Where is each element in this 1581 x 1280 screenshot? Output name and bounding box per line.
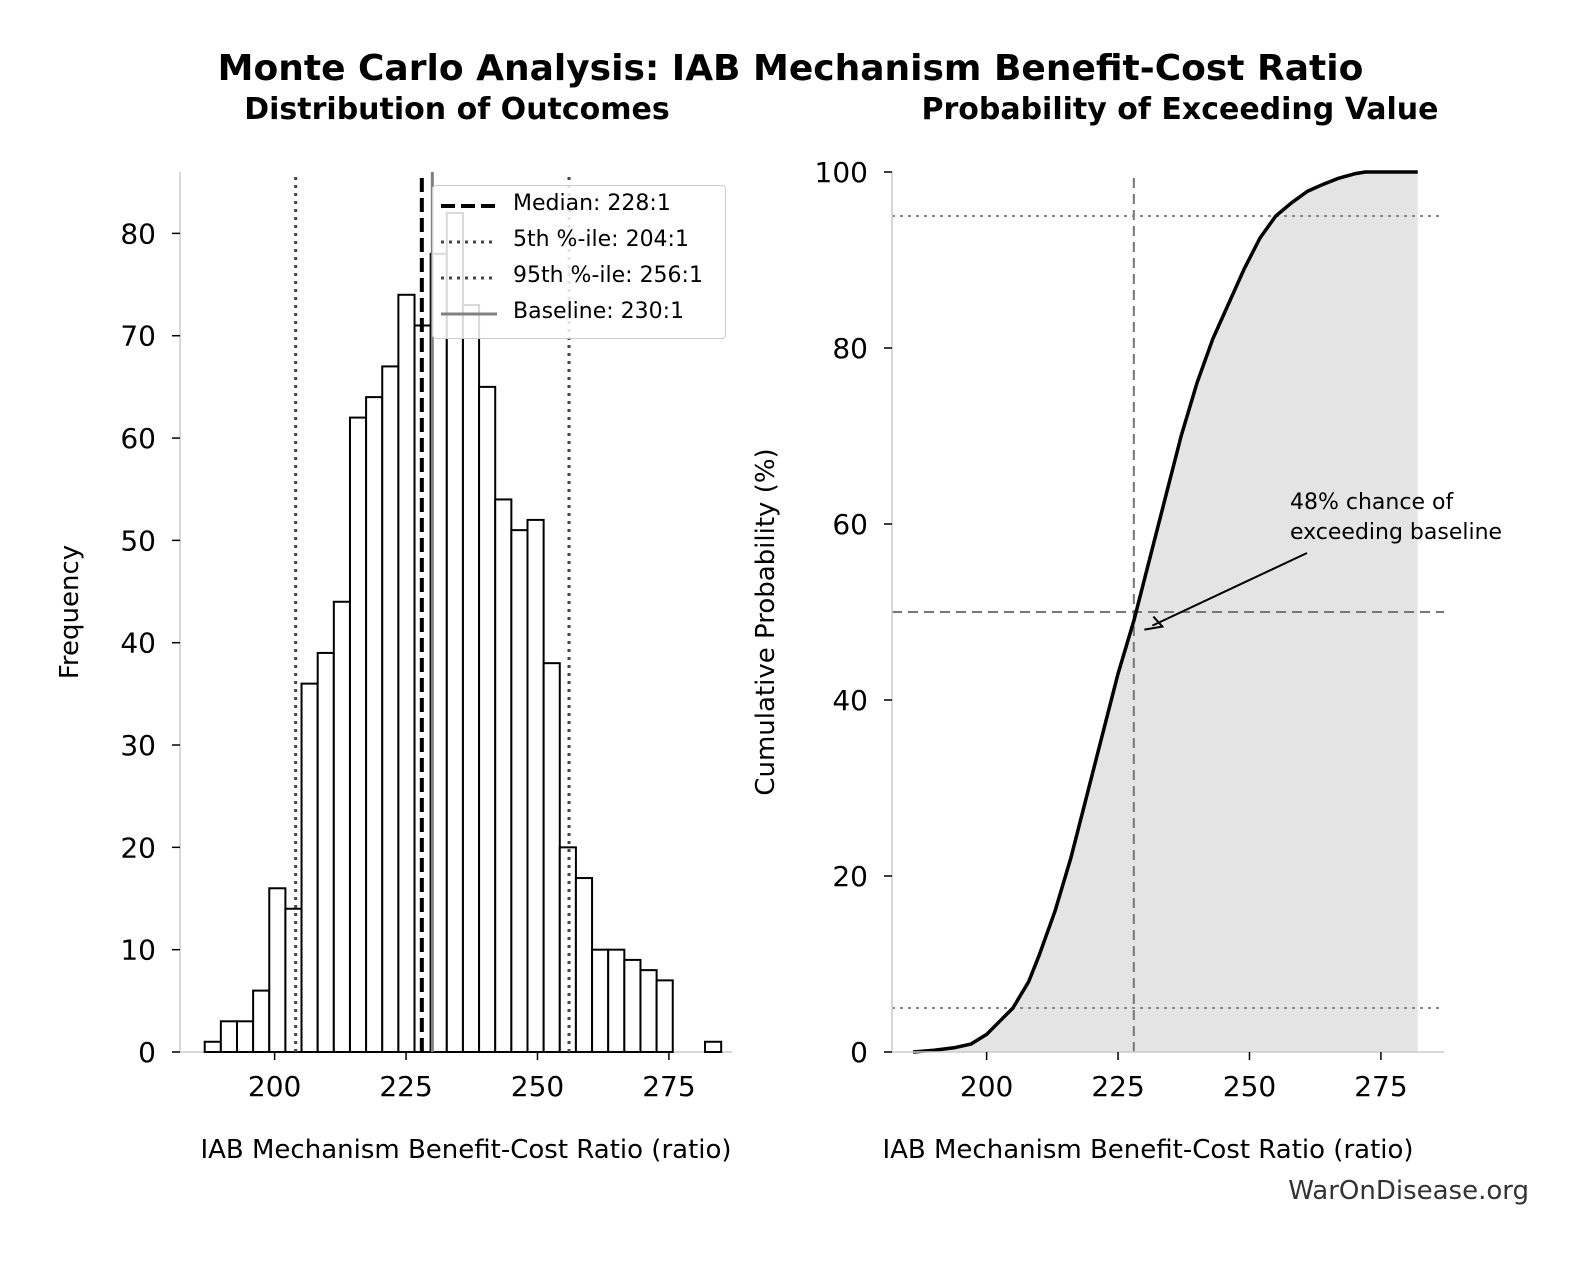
- histogram-legend: Median: 228:1 5th %-ile: 204:1 95th %-il…: [432, 185, 726, 339]
- cumulative-y-axis-label: Cumulative Probability (%): [751, 448, 781, 795]
- histogram-bar: [381, 365, 400, 1054]
- source-credit: WarOnDisease.org: [1288, 1176, 1529, 1206]
- histogram-x-axis-label: IAB Mechanism Benefit-Cost Ratio (ratio): [200, 1135, 731, 1165]
- cumulative-curve: [912, 170, 1418, 1054]
- legend-item-baseline: Baseline: 230:1: [433, 296, 723, 330]
- histogram-y-tick-label: 60: [120, 422, 156, 455]
- histogram-y-tick-label: 10: [120, 934, 156, 967]
- cumulative-x-tick-label: 250: [1223, 1070, 1276, 1103]
- histogram-y-tick-label: 20: [120, 831, 156, 864]
- histogram-bar: [526, 518, 545, 1053]
- legend-label-5th: 5th %-ile: 204:1: [513, 227, 689, 252]
- histogram-y-tick-label: 50: [120, 524, 156, 557]
- histogram-bar: [219, 1020, 238, 1053]
- histogram-bar: [558, 846, 577, 1053]
- histogram-x-tick-label: 275: [642, 1070, 695, 1103]
- cumulative-y-tick-label: 60: [832, 508, 868, 541]
- histogram-bar: [461, 304, 481, 1053]
- legend-item-median: Median: 228:1: [433, 188, 723, 222]
- histogram-bar: [494, 498, 513, 1054]
- cumulative-subtitle: Probability of Exceeding Value: [921, 92, 1439, 127]
- histogram-subtitle: Distribution of Outcomes: [244, 92, 670, 127]
- histogram-x-tick-label: 225: [379, 1070, 432, 1103]
- legend-label-baseline: Baseline: 230:1: [513, 299, 685, 324]
- histogram-y-axis-label: Frequency: [55, 545, 85, 679]
- legend-item-95th: 95th %-ile: 256:1: [433, 260, 723, 294]
- cumulative-y-tick-label: 40: [832, 684, 868, 717]
- legend-item-5th: 5th %-ile: 204:1: [433, 224, 723, 258]
- histogram-bar: [203, 1040, 222, 1054]
- cumulative-chart: 200 225 250 275 0 20 40 60 80 100 IAB Mechanism Be…: [751, 156, 1444, 1165]
- legend-swatch-baseline: [441, 312, 497, 316]
- histogram-x-tick-label: 250: [511, 1070, 564, 1103]
- cumulative-y-tick-label: 0: [850, 1036, 868, 1069]
- histogram-x-tick-label: 200: [248, 1070, 301, 1103]
- legend-swatch-median: [441, 204, 497, 208]
- legend-swatch-5th: [441, 240, 497, 244]
- histogram-bar: [268, 887, 287, 1053]
- baseline-annotation: 48% chance of exceeding baseline: [1290, 488, 1502, 548]
- cumulative-y-tick-label: 20: [832, 860, 868, 893]
- histogram-bar: [316, 651, 335, 1053]
- annotation-arrow-shaft: [1151, 552, 1308, 627]
- histogram-y-tick-label: 40: [120, 627, 156, 660]
- histogram-bar: [639, 969, 658, 1053]
- legend-label-95th: 95th %-ile: 256:1: [513, 263, 703, 288]
- figure-title: Monte Carlo Analysis: IAB Mechanism Bene…: [217, 48, 1364, 89]
- cumulative-y-tick-label: 100: [815, 156, 868, 189]
- histogram-bar: [574, 877, 594, 1053]
- histogram-bar: [623, 958, 642, 1054]
- cumulative-x-tick-label: 200: [960, 1070, 1013, 1103]
- histogram-bar: [478, 385, 497, 1053]
- histogram-bar: [704, 1040, 723, 1054]
- histogram-chart: 200 225 250 275 0 10 20 30 40 50 60 70 80 IAB Mechani…: [55, 172, 732, 1165]
- histogram-bar: [284, 907, 303, 1054]
- histogram-bar: [510, 529, 529, 1053]
- histogram-bar: [300, 682, 319, 1054]
- histogram-bar: [235, 1020, 255, 1053]
- cumulative-x-tick-label: 275: [1354, 1070, 1407, 1103]
- annotation-arrow-head: [1144, 615, 1165, 631]
- histogram-bar: [607, 948, 626, 1054]
- histogram-bar: [252, 989, 271, 1054]
- cumulative-x-tick-label: 225: [1091, 1070, 1144, 1103]
- histogram-bar: [591, 948, 610, 1054]
- histogram-bar: [348, 416, 368, 1053]
- annotation-line-1: 48% chance of: [1290, 490, 1454, 515]
- cumulative-x-axis-label: IAB Mechanism Benefit-Cost Ratio (ratio): [882, 1135, 1413, 1165]
- annotation-line-2: exceeding baseline: [1290, 520, 1503, 545]
- histogram-y-tick-label: 70: [120, 320, 156, 353]
- histogram-bar: [397, 293, 416, 1053]
- legend-label-median: Median: 228:1: [513, 191, 671, 216]
- cumulative-y-tick-label: 80: [832, 332, 868, 365]
- histogram-bar: [542, 662, 561, 1053]
- histogram-bar: [332, 600, 351, 1053]
- histogram-y-tick-label: 0: [138, 1036, 156, 1069]
- histogram-bar: [655, 979, 674, 1053]
- histogram-bar: [365, 396, 384, 1053]
- legend-swatch-95th: [441, 276, 497, 280]
- histogram-y-tick-label: 30: [120, 729, 156, 762]
- histogram-y-tick-label: 80: [120, 217, 156, 250]
